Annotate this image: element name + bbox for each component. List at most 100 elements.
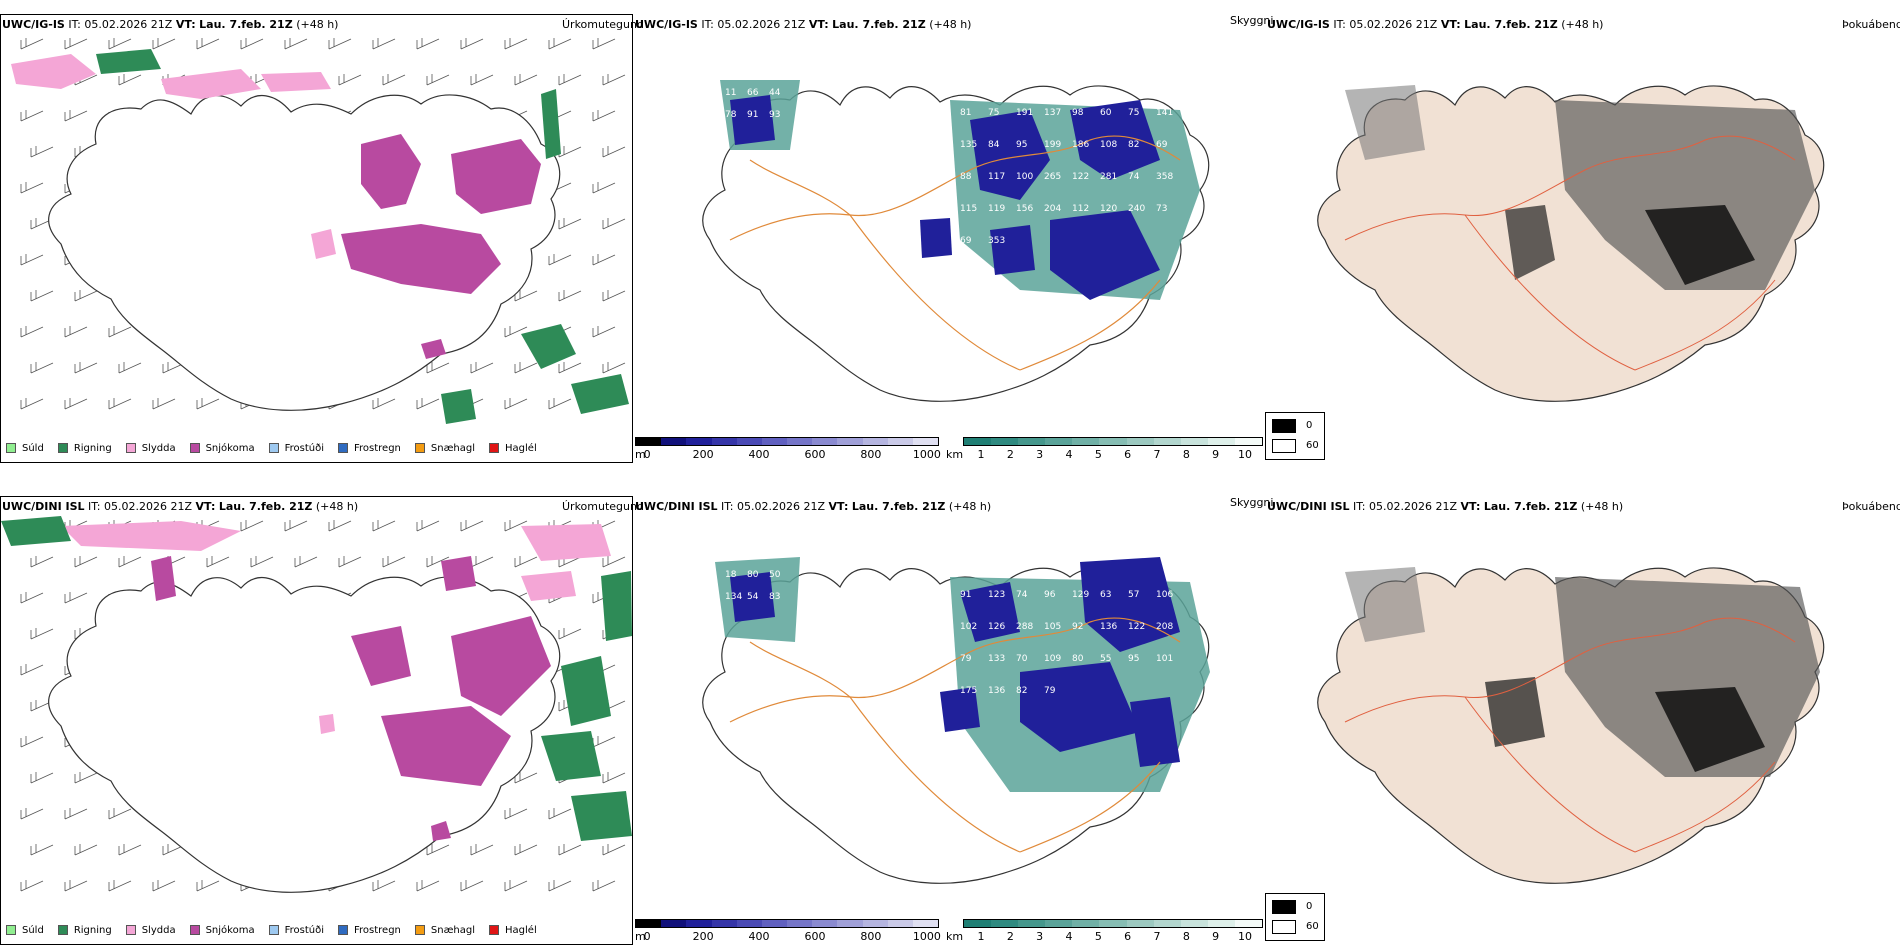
fog-area — [1555, 100, 1815, 290]
precip-map-1 — [11, 38, 629, 424]
fog-label-60: 60 — [1306, 440, 1319, 451]
model-label: UWC/DINI ISL — [2, 500, 85, 513]
vt-value: Lau. 7.feb. 21Z — [1483, 500, 1578, 513]
visibility-value-label: 133 — [988, 654, 1005, 664]
it-label: IT: — [68, 18, 81, 31]
visibility-value-label: 123 — [988, 590, 1005, 600]
lead-time: (+48 h) — [1580, 500, 1624, 513]
colorbar-segment — [862, 920, 888, 927]
legend-swatch — [57, 925, 68, 935]
wind-barb — [602, 74, 626, 86]
visibility-value-label: 175 — [960, 686, 977, 696]
fog-swatch-60 — [1272, 920, 1296, 934]
fog-area — [1345, 567, 1425, 642]
visibility-value-label: 156 — [1016, 204, 1033, 214]
legend-swatch — [489, 443, 500, 453]
fog-roads — [1344, 135, 1796, 371]
visibility-value-label: 95 — [1016, 140, 1027, 150]
colorbar-segment — [1045, 438, 1073, 445]
wind-barb — [30, 362, 54, 374]
wind-barb — [602, 556, 626, 568]
wind-barb — [338, 556, 362, 568]
legend-swatch — [414, 925, 425, 935]
visibility-value-label: 82 — [1128, 140, 1139, 150]
wind-barb — [152, 880, 176, 892]
wind-barb — [504, 326, 528, 338]
fog-legend-1: 0 60 — [1265, 412, 1325, 460]
wind-barb — [74, 290, 98, 302]
visibility-value-label: 129 — [1072, 590, 1089, 600]
it-value: 05.02.2026 21Z — [84, 18, 173, 31]
legend-label: Snæhagl — [430, 924, 476, 936]
wind-barb — [548, 38, 572, 50]
legend-label: Súld — [22, 442, 44, 454]
colorbar-segment — [991, 438, 1019, 445]
colorbar-segment — [661, 438, 687, 445]
legend-label: Haglél — [505, 442, 537, 454]
colorbar-segment — [1018, 920, 1046, 927]
low-visibility-m — [730, 95, 1160, 300]
fog-header-2: UWC/DINI ISL IT: 05.02.2026 21Z VT: Lau.… — [1267, 500, 1623, 513]
colorbar-segment — [661, 920, 687, 927]
sleet-areas — [61, 521, 611, 734]
tick-label: 4 — [1065, 448, 1073, 461]
fog-title-1: Þokuábendi — [1842, 18, 1900, 31]
wind-barb — [592, 880, 616, 892]
tick-label: 4 — [1065, 930, 1073, 943]
legend-label: Rigning — [73, 442, 112, 454]
visibility-value-label: 84 — [988, 140, 1000, 150]
wind-barb — [470, 844, 494, 856]
legend-label: Súld — [22, 924, 44, 936]
vis-map-2: 18 80 50 134 54 83 91 123 74 96 129 63 57 106 102 126 28… — [702, 557, 1210, 884]
legend-swatch — [6, 925, 16, 935]
wind-barb — [558, 628, 582, 640]
wind-barb — [64, 880, 88, 892]
colorbar-segment — [991, 920, 1019, 927]
fog-area — [1505, 205, 1555, 280]
tick-label: 3 — [1036, 448, 1044, 461]
wind-barb — [602, 146, 626, 158]
visibility-value-label: 69 — [960, 236, 972, 246]
wind-barb — [558, 362, 582, 374]
visibility-value-label: 81 — [960, 108, 971, 118]
tick-label: 2 — [1006, 930, 1014, 943]
fog-swatch-0 — [1272, 900, 1296, 914]
fog-swatch-60 — [1272, 439, 1296, 453]
wind-barb — [74, 844, 98, 856]
wind-barb — [20, 38, 44, 50]
visibility-value-label: 96 — [1044, 590, 1056, 600]
tick-label: 800 — [860, 448, 882, 461]
legend-item-haglel: Haglél — [489, 925, 537, 936]
visibility-value-label: 73 — [1156, 204, 1167, 214]
vis-title-1: Skyggni — [1230, 14, 1274, 27]
vt-value: Lau. 7.feb. 21Z — [851, 500, 946, 513]
vt-label: VT: — [195, 500, 216, 513]
tick-label: 400 — [748, 448, 770, 461]
wind-barb — [602, 290, 626, 302]
fog-dense-area — [1655, 687, 1765, 772]
wind-barb — [460, 38, 484, 50]
legend-label: Snjókoma — [205, 442, 255, 454]
wind-barb — [372, 38, 396, 50]
legend-label: Snjókoma — [205, 924, 255, 936]
visibility-value-label: 18 — [725, 570, 737, 580]
wind-barb — [250, 556, 274, 568]
vis-m-unit-1: m — [635, 448, 646, 461]
colorbar-segment — [1072, 920, 1100, 927]
legend-swatch — [57, 443, 68, 453]
visibility-value-label: 208 — [1156, 622, 1173, 632]
wind-barb — [74, 772, 98, 784]
visibility-value-label: 137 — [1044, 108, 1061, 118]
precip-title-1: Úrkomutegund — [562, 18, 644, 31]
legend-item-snjokoma: Snjókoma — [189, 924, 255, 936]
visibility-value-label: 240 — [1128, 204, 1145, 214]
tick-label: 1000 — [912, 930, 941, 943]
legend-label: Snæhagl — [430, 442, 476, 454]
colorbar-segment — [1180, 438, 1208, 445]
wind-barb — [372, 520, 396, 532]
wind-barb — [592, 326, 616, 338]
precip-legend-1: Súld Rigning Slydda Snjókoma Frostúði Fr… — [6, 440, 537, 456]
colorbar-segment — [1234, 920, 1263, 927]
vis-m-colorbar-1 — [635, 437, 939, 446]
legend-swatch — [125, 925, 136, 935]
